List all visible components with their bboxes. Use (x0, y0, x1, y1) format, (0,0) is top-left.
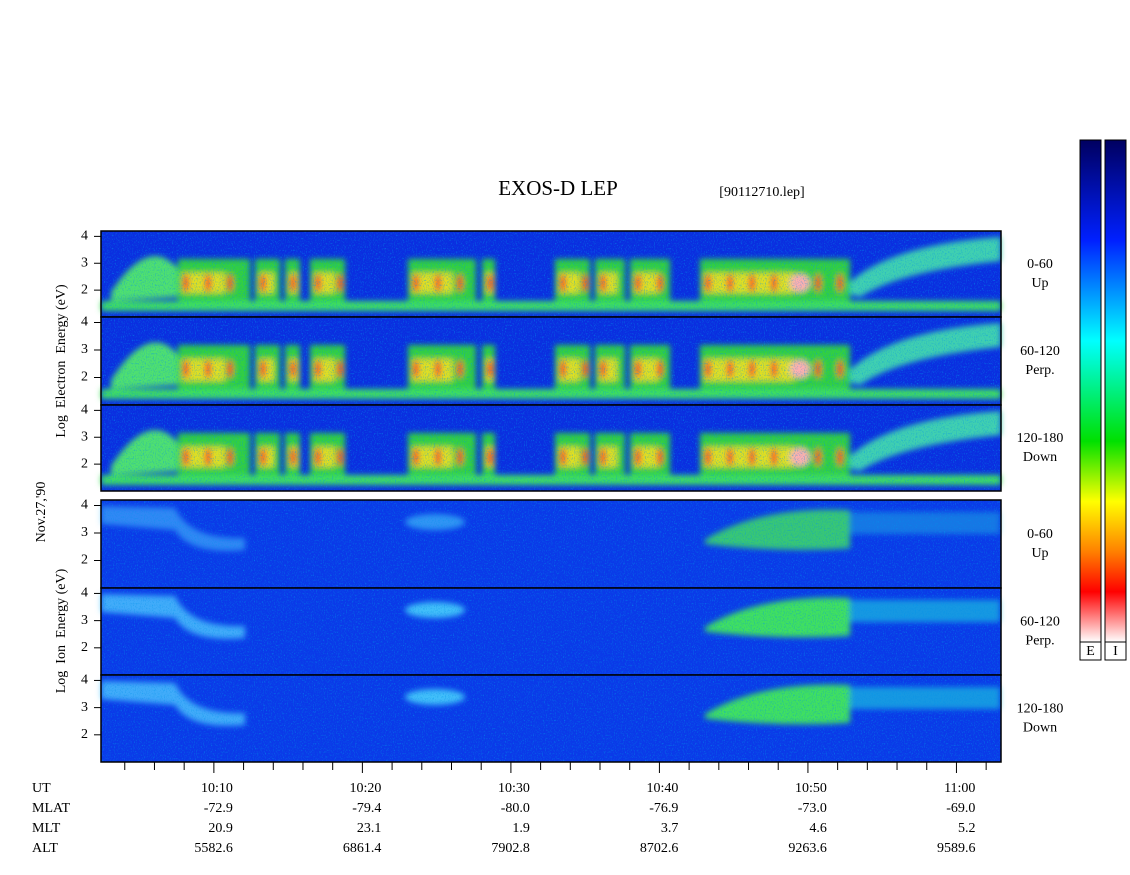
y-tick-label: 2 (81, 370, 88, 385)
ephemeris-value: -76.9 (649, 801, 678, 816)
y-tick-label: 4 (81, 403, 88, 418)
ephemeris-value: 9589.6 (937, 841, 976, 856)
panel-label: 120-180 (1017, 702, 1064, 717)
noise (101, 231, 1001, 317)
panel-sublabel: Perp. (1025, 634, 1054, 649)
x-tick-label: 10:40 (647, 781, 679, 796)
ephemeris-value: 8702.6 (640, 841, 679, 856)
noise (101, 588, 1001, 675)
y-tick-label: 3 (81, 342, 88, 357)
panel-sublabel: Down (1023, 721, 1057, 736)
panel-label: 0-60 (1027, 527, 1053, 542)
y-tick-label: 3 (81, 613, 88, 628)
ephemeris-label: MLAT (32, 801, 71, 816)
noise (101, 317, 1001, 405)
noise (101, 405, 1001, 491)
ephemeris-label: MLT (32, 821, 61, 836)
y-axis-label: Log Ion Energy (eV) (54, 568, 69, 693)
ephemeris-value: 9263.6 (788, 841, 827, 856)
spectrogram-texture (101, 588, 1001, 675)
y-tick-label: 4 (81, 586, 88, 601)
y-tick-label: 2 (81, 456, 88, 471)
spectrogram-texture (101, 231, 1001, 317)
panel-frame (100, 404, 1002, 492)
panel-sublabel: Down (1023, 450, 1057, 465)
y-tick-label: 2 (81, 727, 88, 742)
date-label: Nov.27,'90 (34, 482, 49, 543)
y-tick-label: 2 (81, 553, 88, 568)
x-tick-label: 10:10 (201, 781, 233, 796)
x-tick-label: 11:00 (944, 781, 975, 796)
panel-sublabel: Up (1031, 276, 1048, 291)
ephemeris-value: 6861.4 (343, 841, 382, 856)
ephemeris-value: 4.6 (809, 821, 827, 836)
colorbar (1104, 139, 1127, 643)
colorbar-label-box (1079, 641, 1102, 661)
spectrogram-texture (101, 317, 1001, 405)
colorbar-label: I (1113, 644, 1118, 659)
y-tick-label: 3 (81, 525, 88, 540)
y-tick-label: 4 (81, 673, 88, 688)
ephemeris-value: 23.1 (357, 821, 382, 836)
panel-sublabel: Up (1031, 546, 1048, 561)
ephemeris-value: -80.0 (501, 801, 530, 816)
ephemeris-value: -73.0 (798, 801, 827, 816)
y-tick-label: 4 (81, 229, 88, 244)
ephemeris-value: -72.9 (204, 801, 233, 816)
spectrogram-texture (101, 500, 1001, 588)
noise (101, 500, 1001, 588)
panel-label: 0-60 (1027, 257, 1053, 272)
colorbar-label-box (1104, 641, 1127, 661)
x-tick-label: 10:30 (498, 781, 530, 796)
ephemeris-label: ALT (32, 841, 58, 856)
file-name: [90112710.lep] (719, 185, 804, 200)
panel-frame (100, 674, 1002, 763)
ephemeris-value: 5582.6 (194, 841, 233, 856)
y-tick-label: 3 (81, 255, 88, 270)
spectrogram-texture (101, 675, 1001, 762)
y-tick-label: 4 (81, 498, 88, 513)
spectrogram-texture (101, 405, 1001, 491)
ephemeris-value: 3.7 (661, 821, 679, 836)
y-tick-label: 3 (81, 429, 88, 444)
ephemeris-label: UT (32, 781, 51, 796)
x-tick-label: 10:20 (349, 781, 381, 796)
panel-label: 120-180 (1017, 431, 1064, 446)
ephemeris-value: 20.9 (208, 821, 233, 836)
colorbar-label: E (1086, 644, 1095, 659)
panel-label: 60-120 (1020, 344, 1060, 359)
y-axis-label: Log Electron Energy (eV) (54, 284, 69, 438)
x-tick-label: 10:50 (795, 781, 827, 796)
panel-sublabel: Perp. (1025, 363, 1054, 378)
ephemeris-value: 1.9 (512, 821, 530, 836)
colorbar (1079, 139, 1102, 643)
ephemeris-value: -69.0 (946, 801, 975, 816)
ephemeris-value: 7902.8 (491, 841, 530, 856)
ephemeris-value: 5.2 (958, 821, 976, 836)
y-tick-label: 2 (81, 640, 88, 655)
y-tick-label: 4 (81, 315, 88, 330)
noise (101, 675, 1001, 762)
panel-label: 60-120 (1020, 615, 1060, 630)
y-tick-label: 3 (81, 700, 88, 715)
chart-title: EXOS-D LEP (498, 176, 618, 200)
y-tick-label: 2 (81, 282, 88, 297)
ephemeris-value: -79.4 (352, 801, 381, 816)
